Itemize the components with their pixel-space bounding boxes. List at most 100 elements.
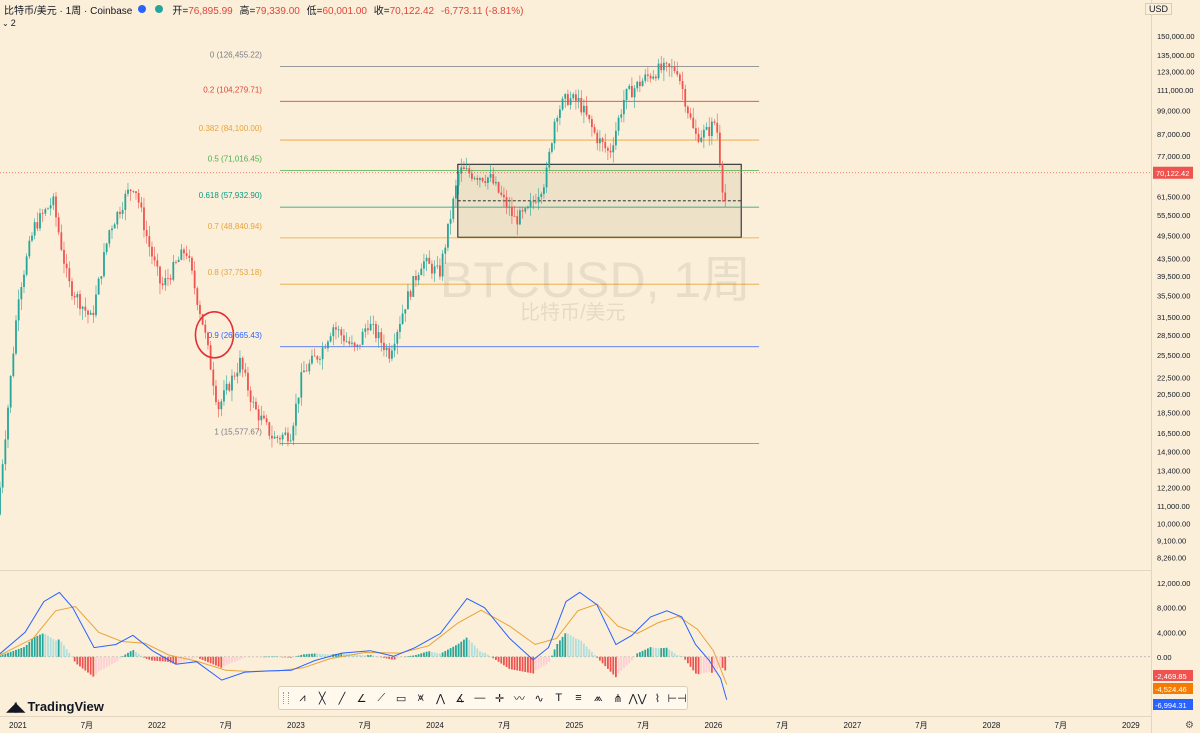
candle-body — [481, 178, 484, 182]
candle-body — [169, 278, 172, 280]
drag-handle[interactable] — [283, 692, 289, 704]
price-tick-label: 11,000.00 — [1157, 502, 1190, 511]
abcd-pattern-icon[interactable]: ⩘ — [299, 691, 306, 704]
histogram-bar — [300, 654, 303, 657]
candle-body — [409, 291, 412, 297]
candle — [447, 223, 449, 252]
curve-icon[interactable]: ∿ — [534, 692, 544, 705]
histogram-bar — [684, 656, 687, 660]
candle-body — [161, 283, 164, 286]
indicators-toggle[interactable]: ⌄ 2 — [2, 18, 16, 28]
candle — [303, 360, 305, 373]
candle — [71, 277, 73, 300]
histogram-bar — [223, 656, 225, 667]
candle — [396, 329, 399, 355]
histogram-bar — [364, 655, 367, 657]
candle-body — [657, 63, 660, 79]
candle — [617, 114, 620, 136]
candle — [527, 205, 529, 210]
rectangle-icon[interactable]: ▭ — [395, 692, 407, 705]
histogram-bar — [353, 654, 356, 657]
price-tick-label: 39,500.00 — [1157, 272, 1190, 281]
candle — [199, 300, 201, 320]
text-icon[interactable]: T — [555, 692, 563, 704]
histogram-bar — [351, 654, 353, 657]
candle-body — [100, 276, 103, 279]
candle-body — [239, 357, 241, 373]
candle — [55, 191, 57, 227]
candle — [116, 210, 119, 229]
xabcd-pattern-icon[interactable]: ⩙ — [417, 691, 424, 704]
candle-body — [20, 286, 23, 300]
angle-icon[interactable]: ∡ — [455, 692, 466, 705]
histogram-bar — [279, 656, 281, 658]
histogram-bar — [327, 654, 329, 657]
candle-body — [388, 347, 391, 359]
candle-body — [140, 202, 143, 208]
drawing-toolbar: ⩘ ╳ ╱ ∠ ⟋ ▭ ⩙ ⋀ ∡ — ✛ 〰 ∿ T ≡ ⩕ ⋔ ⋀⋁ ⌇ ⊢⊣ — [278, 686, 688, 710]
candle-body — [420, 268, 423, 276]
candle — [343, 328, 345, 347]
candle — [407, 284, 409, 310]
histogram-bar — [207, 656, 209, 663]
candle-body — [185, 253, 188, 256]
candle-body — [633, 88, 636, 98]
tradingview-logo[interactable]: ◢◣ TradingView — [6, 698, 104, 714]
histogram-bar — [705, 656, 708, 673]
histogram-bar — [564, 633, 567, 657]
histogram-bar — [137, 653, 140, 657]
histogram-bar — [646, 648, 649, 657]
elliott-wave-icon[interactable]: 〰 — [513, 693, 525, 705]
candle-body — [527, 206, 529, 209]
trend-line-icon[interactable]: ╱ — [338, 692, 346, 705]
candle-body — [297, 397, 300, 404]
time-tick-label: 2021 — [9, 721, 27, 730]
abcd-icon[interactable]: ⋀ — [435, 692, 445, 705]
candle-body — [447, 223, 449, 248]
histogram-bar — [228, 656, 231, 664]
histogram-bar — [686, 656, 689, 664]
histogram-bar — [76, 656, 79, 665]
histogram-bar — [239, 656, 241, 660]
date-range-icon[interactable]: ⊢⊣ — [667, 692, 687, 705]
elliott-triangle-icon[interactable]: ⋔ — [613, 692, 623, 705]
candle-body — [500, 192, 503, 195]
histogram-bar — [164, 656, 167, 662]
histogram-bar — [535, 656, 537, 671]
histogram-bar — [36, 635, 39, 657]
histogram-bar — [524, 656, 527, 673]
head-shoulders-icon[interactable]: ⩕ — [593, 691, 603, 704]
candle-body — [188, 255, 191, 258]
candle-body — [321, 347, 324, 360]
histogram-bar — [119, 656, 121, 659]
time-tick-label: 7月 — [498, 721, 510, 730]
trend-angle-icon[interactable]: ∠ — [356, 692, 367, 705]
histogram-bar — [340, 653, 343, 657]
candle-body — [436, 265, 439, 267]
polyline-icon[interactable]: ⌇ — [654, 692, 661, 705]
histogram-bar — [249, 656, 252, 658]
candle — [665, 61, 668, 72]
fib-extension-icon[interactable]: ⟋ — [377, 691, 386, 704]
candle-body — [348, 341, 351, 344]
horizontal-ray-icon[interactable]: — — [474, 692, 486, 704]
three-drives-icon[interactable]: ⋀⋁ — [628, 692, 647, 705]
currency-button[interactable]: USD — [1144, 3, 1172, 15]
histogram-bar — [143, 656, 145, 658]
flag-icon[interactable] — [138, 5, 147, 13]
candle — [460, 158, 463, 182]
histogram-bar — [217, 656, 220, 667]
candle — [686, 105, 689, 119]
histogram-bar — [591, 652, 593, 657]
candle — [156, 253, 159, 276]
crosshair-icon[interactable]: ✛ — [495, 692, 505, 705]
symbol-title[interactable]: 比特币/美元 · 1周 · Coinbase — [4, 5, 133, 17]
histogram-bar — [9, 651, 12, 657]
parallel-channel-icon[interactable]: ≡ — [575, 692, 582, 704]
histogram-bar — [476, 648, 479, 657]
cross-line-icon[interactable]: ╳ — [318, 692, 326, 705]
settings-gear-icon[interactable]: ⚙ — [1185, 720, 1194, 731]
candle — [276, 435, 279, 444]
candle — [441, 250, 444, 281]
